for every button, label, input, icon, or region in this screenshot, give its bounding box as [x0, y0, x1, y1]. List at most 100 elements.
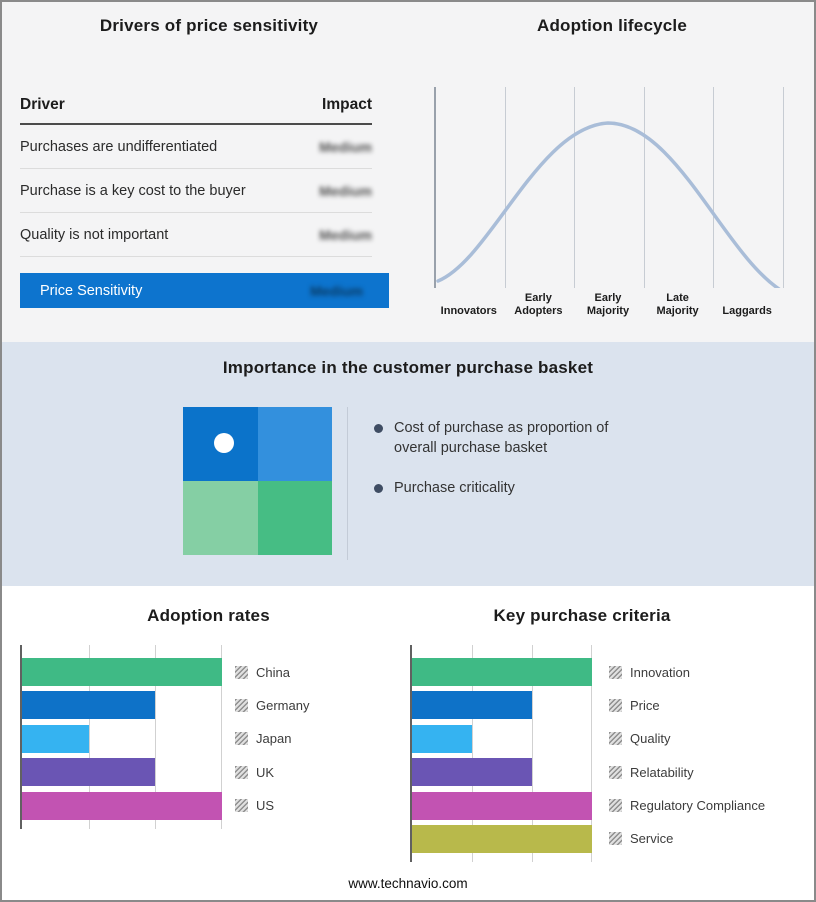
stage-label: Early Adopters	[514, 291, 563, 318]
gridline-column	[436, 87, 506, 288]
impact-column-header: Impact	[322, 96, 372, 113]
bar-price	[412, 691, 532, 720]
hatched-swatch-icon	[609, 732, 622, 746]
legend-item: Price	[609, 691, 765, 719]
bar-us	[22, 791, 222, 820]
driver-column-header: Driver	[20, 96, 65, 113]
header-rule	[20, 123, 372, 125]
legend-label: Price	[630, 697, 660, 713]
quadrant-cell-bottom-right	[257, 481, 332, 555]
website-url: www.technavio.com	[348, 876, 468, 891]
hatched-swatch-icon	[235, 698, 248, 712]
bar-japan	[22, 724, 89, 753]
legend-item: China	[235, 658, 309, 686]
hatched-swatch-icon	[609, 832, 622, 846]
legend-label: China	[256, 664, 290, 680]
gridline-column	[575, 87, 645, 288]
bottom-band	[2, 586, 814, 900]
adoption-rates-legend: China Germany Japan UK US	[235, 645, 309, 820]
list-item: Purchase criticality	[374, 479, 642, 499]
stage-label: Early Majority	[586, 291, 630, 318]
hatched-swatch-icon	[609, 665, 622, 679]
gridline	[532, 645, 533, 862]
impact-cell: Medium	[319, 226, 372, 243]
bullet-icon	[374, 424, 383, 433]
driver-cell: Purchases are undifferentiated	[20, 138, 218, 155]
highlight-label: Price Sensitivity	[40, 282, 143, 299]
quadrant-divider	[347, 407, 348, 560]
quadrant-cell-bottom-left	[183, 481, 258, 555]
bar-relatability	[412, 758, 532, 787]
bullet-text: Purchase criticality	[394, 480, 515, 497]
hatched-swatch-icon	[609, 698, 622, 712]
price-sensitivity-highlight-row: Price Sensitivity Medium	[20, 273, 389, 308]
legend-item: Quality	[609, 725, 765, 753]
hatched-swatch-icon	[235, 732, 248, 746]
gridline	[155, 645, 157, 829]
bell-curve-path	[436, 121, 781, 288]
legend-label: Relatability	[630, 764, 694, 780]
legend-item: Service	[609, 825, 765, 853]
drivers-table-body: Purchases are undifferentiated Medium Pu…	[20, 125, 372, 257]
basket-title: Importance in the customer purchase bask…	[222, 358, 594, 377]
legend-label: Japan	[256, 731, 292, 747]
lifecycle-chart	[434, 87, 784, 288]
legend-label: US	[256, 798, 275, 814]
impact-cell: Medium	[319, 182, 372, 199]
table-row: Quality is not important Medium	[20, 213, 372, 257]
legend-label: Quality	[630, 731, 671, 747]
bar-china	[22, 658, 222, 686]
drivers-table-header: Driver Impact	[20, 96, 372, 114]
hatched-swatch-icon	[609, 799, 622, 813]
quadrant-cell-top-right	[257, 407, 332, 481]
bullet-text: Cost of purchase as proportion of overal…	[394, 420, 609, 456]
impact-cell: Medium	[319, 138, 372, 155]
legend-item: Innovation	[609, 658, 765, 686]
gridline-column	[714, 87, 784, 288]
gridline-column	[645, 87, 715, 288]
gridline	[221, 645, 222, 829]
drivers-title: Drivers of price sensitivity	[99, 16, 319, 35]
legend-item: Regulatory Compliance	[609, 792, 765, 820]
hatched-swatch-icon	[609, 765, 622, 779]
stage-label: Innovators	[440, 305, 497, 318]
legend-item: UK	[235, 758, 309, 786]
bar-germany	[22, 691, 156, 720]
key-purchase-criteria-title: Key purchase criteria	[493, 606, 671, 625]
legend-item: US	[235, 792, 309, 820]
hatched-swatch-icon	[235, 799, 248, 813]
list-item: Cost of purchase as proportion of overal…	[374, 419, 642, 458]
hatched-swatch-icon	[235, 665, 248, 679]
driver-cell: Quality is not important	[20, 226, 169, 243]
position-marker-dot	[214, 433, 234, 453]
key-purchase-criteria-plot	[410, 645, 592, 862]
driver-cell: Purchase is a key cost to the buyer	[20, 182, 246, 199]
adoption-rates-title: Adoption rates	[147, 606, 270, 625]
bar-innovation	[412, 658, 592, 686]
bar-quality	[412, 724, 472, 753]
bar-uk	[22, 758, 156, 787]
stage-label: Late Majority	[656, 291, 699, 318]
gridline	[471, 645, 473, 862]
legend-label: Regulatory Compliance	[630, 798, 766, 814]
adoption-curve	[436, 121, 781, 288]
table-row: Purchases are undifferentiated Medium	[20, 125, 372, 169]
bar-rows	[22, 658, 222, 820]
purchase-basket-band: Importance in the customer purchase bask…	[2, 342, 814, 586]
bar-service	[412, 824, 592, 853]
purchase-basket-quadrant	[183, 407, 332, 555]
key-purchase-criteria-legend: Innovation Price Quality Relatability Regula…	[609, 645, 765, 853]
gridline	[591, 645, 592, 862]
table-row: Purchase is a key cost to the buyer Medi…	[20, 169, 372, 213]
basket-bullet-list: Cost of purchase as proportion of overal…	[374, 419, 642, 520]
legend-label: Innovation	[630, 664, 690, 680]
legend-label: Germany	[256, 697, 310, 713]
gridline-column	[506, 87, 576, 288]
adoption-rates-plot	[20, 645, 222, 829]
bullet-icon	[374, 484, 383, 494]
legend-item: Germany	[235, 691, 309, 719]
hatched-swatch-icon	[235, 765, 248, 779]
bar-rows	[412, 658, 592, 853]
top-band: Drivers of price sensitivity Driver Impa…	[2, 2, 814, 342]
